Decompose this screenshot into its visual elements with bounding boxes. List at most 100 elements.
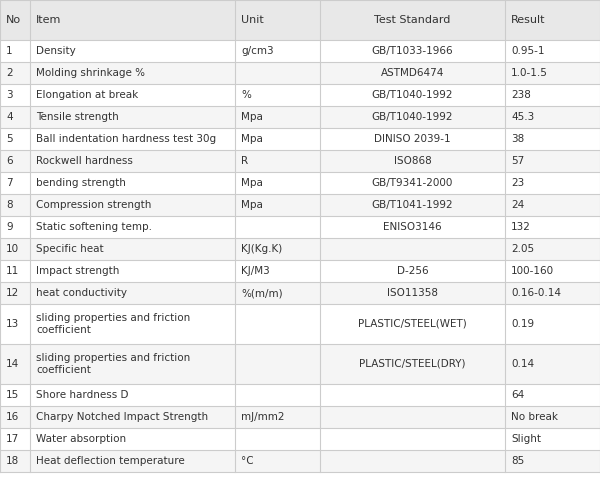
Text: ASTMD6474: ASTMD6474 <box>381 68 444 78</box>
Text: 38: 38 <box>511 134 524 144</box>
Text: Rockwell hardness: Rockwell hardness <box>36 156 133 166</box>
Text: Specific heat: Specific heat <box>36 244 104 254</box>
Text: 0.16-0.14: 0.16-0.14 <box>511 288 561 298</box>
Bar <box>0 84 600 106</box>
Text: ENISO3146: ENISO3146 <box>383 222 442 232</box>
Text: Mpa: Mpa <box>241 112 263 122</box>
Text: 14: 14 <box>6 359 19 369</box>
Text: sliding properties and friction
coefficient: sliding properties and friction coeffici… <box>36 353 190 375</box>
Text: g/cm3: g/cm3 <box>241 46 274 56</box>
Text: 4: 4 <box>6 112 13 122</box>
Text: PLASTIC/STEEL(DRY): PLASTIC/STEEL(DRY) <box>359 359 466 369</box>
Bar <box>0 216 600 238</box>
Text: 13: 13 <box>6 319 19 329</box>
Text: Test Standard: Test Standard <box>374 15 451 25</box>
Text: 3: 3 <box>6 90 13 100</box>
Text: GB/T1041-1992: GB/T1041-1992 <box>371 200 454 210</box>
Bar <box>0 260 600 282</box>
Bar <box>0 0 600 40</box>
Text: °C: °C <box>241 456 254 466</box>
Text: PLASTIC/STEEL(WET): PLASTIC/STEEL(WET) <box>358 319 467 329</box>
Bar <box>0 344 600 384</box>
Text: 0.19: 0.19 <box>511 319 534 329</box>
Text: Elongation at break: Elongation at break <box>36 90 138 100</box>
Bar <box>0 128 600 150</box>
Text: 24: 24 <box>511 200 524 210</box>
Text: 2.05: 2.05 <box>511 244 534 254</box>
Text: mJ/mm2: mJ/mm2 <box>241 412 284 422</box>
Text: 1.0-1.5: 1.0-1.5 <box>511 68 548 78</box>
Text: 45.3: 45.3 <box>511 112 534 122</box>
Text: GB/T1040-1992: GB/T1040-1992 <box>372 90 453 100</box>
Text: Density: Density <box>36 46 76 56</box>
Text: Heat deflection temperature: Heat deflection temperature <box>36 456 185 466</box>
Bar <box>0 172 600 194</box>
Text: Mpa: Mpa <box>241 178 263 188</box>
Text: 17: 17 <box>6 434 19 444</box>
Text: %: % <box>241 90 251 100</box>
Text: Mpa: Mpa <box>241 200 263 210</box>
Text: Static softening temp.: Static softening temp. <box>36 222 152 232</box>
Text: Shore hardness D: Shore hardness D <box>36 390 128 400</box>
Text: Impact strength: Impact strength <box>36 266 119 276</box>
Text: Tensile strength: Tensile strength <box>36 112 119 122</box>
Text: 18: 18 <box>6 456 19 466</box>
Text: GB/T1033-1966: GB/T1033-1966 <box>371 46 454 56</box>
Text: Compression strength: Compression strength <box>36 200 151 210</box>
Text: Unit: Unit <box>241 15 264 25</box>
Text: ISO11358: ISO11358 <box>387 288 438 298</box>
Text: KJ(Kg.K): KJ(Kg.K) <box>241 244 282 254</box>
Text: 85: 85 <box>511 456 524 466</box>
Text: Ball indentation hardness test 30g: Ball indentation hardness test 30g <box>36 134 216 144</box>
Text: Charpy Notched Impact Strength: Charpy Notched Impact Strength <box>36 412 208 422</box>
Bar <box>0 40 600 62</box>
Text: 9: 9 <box>6 222 13 232</box>
Text: bending strength: bending strength <box>36 178 126 188</box>
Text: No break: No break <box>511 412 558 422</box>
Text: 0.14: 0.14 <box>511 359 534 369</box>
Text: Molding shrinkage %: Molding shrinkage % <box>36 68 145 78</box>
Text: D-256: D-256 <box>397 266 428 276</box>
Text: 64: 64 <box>511 390 524 400</box>
Text: GB/T1040-1992: GB/T1040-1992 <box>372 112 453 122</box>
Text: 57: 57 <box>511 156 524 166</box>
Text: DINISO 2039-1: DINISO 2039-1 <box>374 134 451 144</box>
Text: 23: 23 <box>511 178 524 188</box>
Bar <box>0 304 600 344</box>
Text: 1: 1 <box>6 46 13 56</box>
Text: 0.95-1: 0.95-1 <box>511 46 545 56</box>
Text: %(m/m): %(m/m) <box>241 288 283 298</box>
Text: 12: 12 <box>6 288 19 298</box>
Text: sliding properties and friction
coefficient: sliding properties and friction coeffici… <box>36 313 190 335</box>
Text: ISO868: ISO868 <box>394 156 431 166</box>
Bar <box>0 428 600 450</box>
Text: 16: 16 <box>6 412 19 422</box>
Bar <box>0 106 600 128</box>
Bar <box>0 238 600 260</box>
Text: 15: 15 <box>6 390 19 400</box>
Text: 2: 2 <box>6 68 13 78</box>
Text: Item: Item <box>36 15 61 25</box>
Text: No: No <box>6 15 21 25</box>
Text: KJ/M3: KJ/M3 <box>241 266 270 276</box>
Text: 10: 10 <box>6 244 19 254</box>
Bar <box>0 282 600 304</box>
Text: 238: 238 <box>511 90 531 100</box>
Bar <box>0 384 600 406</box>
Bar <box>0 450 600 472</box>
Text: Water absorption: Water absorption <box>36 434 126 444</box>
Text: 5: 5 <box>6 134 13 144</box>
Bar <box>0 406 600 428</box>
Text: 6: 6 <box>6 156 13 166</box>
Text: 100-160: 100-160 <box>511 266 554 276</box>
Text: 7: 7 <box>6 178 13 188</box>
Text: Result: Result <box>511 15 545 25</box>
Text: 8: 8 <box>6 200 13 210</box>
Text: GB/T9341-2000: GB/T9341-2000 <box>372 178 453 188</box>
Text: 11: 11 <box>6 266 19 276</box>
Bar <box>0 62 600 84</box>
Text: heat conductivity: heat conductivity <box>36 288 127 298</box>
Bar <box>0 194 600 216</box>
Text: 132: 132 <box>511 222 531 232</box>
Bar <box>0 150 600 172</box>
